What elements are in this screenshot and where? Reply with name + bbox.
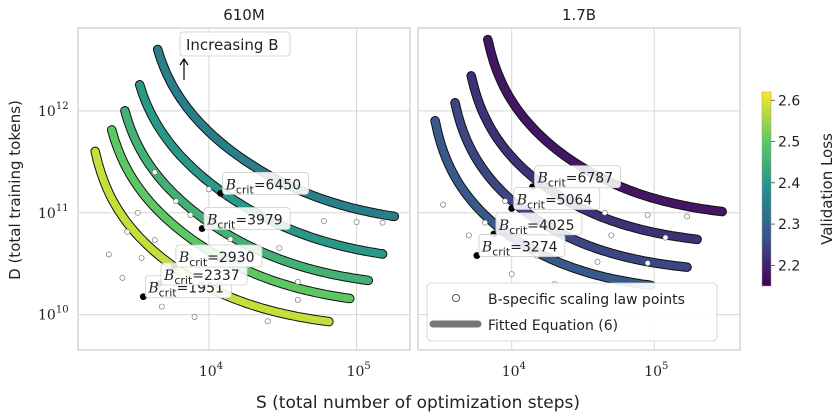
tick-labels: 104 105 1010 1011 1012 <box>38 101 371 380</box>
scaling-law-point <box>276 245 283 251</box>
label-box <box>495 212 583 236</box>
colorbar-tick-label: 2.6 <box>778 93 800 109</box>
label-text: Bcrit=2930 <box>178 250 255 269</box>
label-box <box>203 207 291 230</box>
scaling-law-point <box>594 258 601 265</box>
panel-610m: Bcrit=1951Bcrit=2337Bcrit=2930Bcrit=3979… <box>38 6 411 380</box>
colorbar: 2.6 2.5 2.4 2.3 2.2 Validation Loss <box>761 91 836 287</box>
x-tick-label: 105 <box>644 361 668 380</box>
scaling-law-point <box>508 271 515 278</box>
label-text: Bcrit=4025 <box>498 218 575 237</box>
panel-title: 1.7B <box>562 6 596 24</box>
b-crit-label: Bcrit=2337 <box>160 262 248 287</box>
x-axis-label: S (total number of optimization steps) <box>256 393 580 413</box>
label-box <box>222 171 309 195</box>
colorbar-gradient <box>761 91 772 287</box>
x-tick-label: 104 <box>502 361 526 380</box>
b-crit-label: Bcrit=5064 <box>513 187 601 212</box>
scaling-law-point <box>644 260 651 267</box>
scaling-law-point <box>684 213 690 220</box>
x-tick-label: 105 <box>347 361 371 380</box>
scaling-law-point <box>662 234 669 241</box>
scaling-law-point <box>173 198 180 205</box>
increasing-b-annotation: Increasing B <box>179 31 291 80</box>
scaling-law-point <box>205 186 212 193</box>
scaling-law-point <box>294 278 301 285</box>
colorbar-tick-label: 2.4 <box>778 176 800 192</box>
y-axis-label: D (total training tokens) <box>6 100 24 280</box>
scaling-law-point <box>353 219 360 225</box>
scaling-law-point <box>151 169 158 176</box>
b-crit-label: Bcrit=6450 <box>222 171 309 196</box>
scaling-law-point <box>105 251 112 258</box>
label-text: Bcrit=3274 <box>481 240 558 259</box>
b-crit-label: Bcrit=4025 <box>495 212 583 237</box>
legend-label-fitted: Fitted Equation (6) <box>488 318 618 334</box>
x-tick-label: 104 <box>199 361 223 380</box>
colorbar-tick-label: 2.3 <box>778 217 800 233</box>
scaling-law-point <box>119 274 126 281</box>
annotation-box <box>179 31 291 57</box>
tick-labels: 104 105 <box>502 361 669 380</box>
label-text: Bcrit=5064 <box>516 193 593 212</box>
legend: B-specific scaling law points Fitted Equ… <box>426 282 718 342</box>
scaling-law-point <box>151 237 158 243</box>
scaling-law-point <box>482 219 488 226</box>
scaling-law-point <box>608 232 615 239</box>
legend-label-points: B-specific scaling law points <box>488 292 685 308</box>
scaling-law-point <box>191 314 198 320</box>
b-crit-label: Bcrit=6787 <box>534 165 621 190</box>
panel-title: 610M <box>223 6 265 24</box>
scaling-law-point <box>440 201 446 208</box>
label-text: Bcrit=6450 <box>225 177 302 196</box>
colorbar-label: Validation Loss <box>818 133 836 245</box>
scaling-law-point <box>187 212 194 218</box>
scaling-law-point <box>124 228 131 235</box>
b-crit-label: Bcrit=3979 <box>203 207 291 232</box>
annotation-text: Increasing B <box>186 36 279 54</box>
b-crit-label: Bcrit=3274 <box>478 234 566 259</box>
scaling-law-point <box>138 255 145 261</box>
colorbar-ticks: 2.6 2.5 2.4 2.3 2.2 <box>771 93 800 274</box>
scaling-law-point <box>320 218 327 224</box>
scaling-law-point <box>134 209 141 216</box>
scaling-law-point <box>644 212 651 218</box>
colorbar-tick-label: 2.2 <box>778 258 800 274</box>
legend-box <box>426 282 718 342</box>
label-text: Bcrit=3979 <box>206 213 283 232</box>
scaling-law-points <box>440 198 690 287</box>
scaling-law-point <box>264 318 271 325</box>
arrowhead-icon <box>179 57 189 66</box>
label-box <box>175 244 263 268</box>
y-tick-label: 1011 <box>38 203 69 222</box>
scaling-law-point <box>465 232 472 239</box>
b-crit-label: Bcrit=2930 <box>175 244 263 269</box>
label-text: Bcrit=2337 <box>163 268 240 287</box>
crit-labels: Bcrit=3274 Bcrit=4025 Bcrit=5064 Bcrit=6787 <box>478 165 621 259</box>
scaling-law-point <box>379 219 386 226</box>
scaling-law-point <box>294 296 301 303</box>
label-text: Bcrit=6787 <box>537 171 614 190</box>
colorbar-tick-label: 2.5 <box>778 135 800 151</box>
scaling-law-point <box>158 303 165 310</box>
y-tick-label: 1012 <box>38 101 69 120</box>
scaling-law-point <box>502 198 509 205</box>
scaling-law-point <box>601 209 608 216</box>
y-tick-label: 1010 <box>38 305 69 324</box>
legend-circle-marker <box>451 293 461 303</box>
label-box <box>534 165 621 189</box>
scaling-law-point <box>227 236 234 243</box>
crit-labels: Bcrit=1951Bcrit=2337Bcrit=2930Bcrit=3979… <box>144 171 309 300</box>
